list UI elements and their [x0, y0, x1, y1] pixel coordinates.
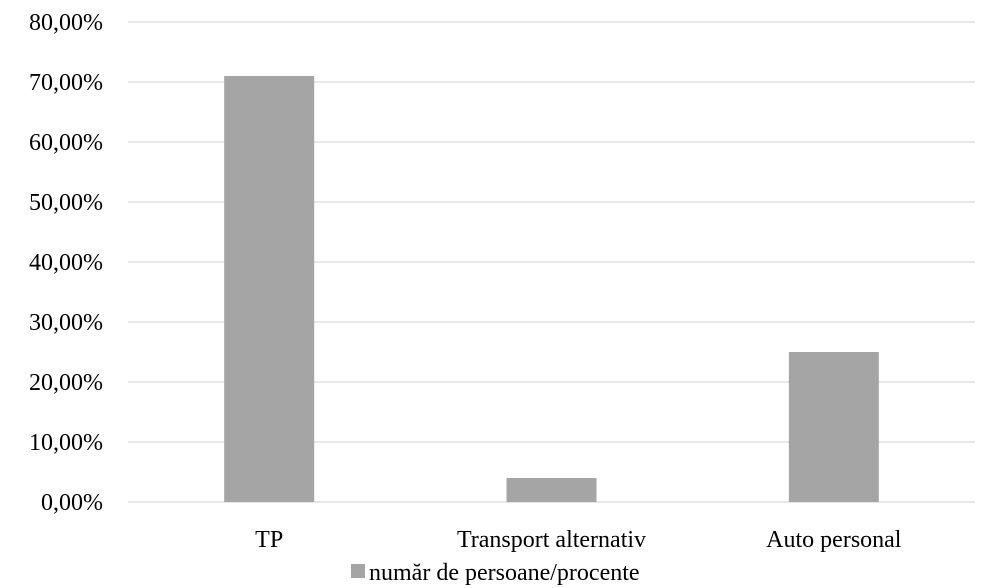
legend-swatch: [351, 564, 365, 578]
y-tick-label: 50,00%: [29, 190, 103, 216]
y-tick-label: 0,00%: [41, 490, 103, 516]
bar-transport-alternativ: [506, 478, 597, 502]
x-category-label: Auto personal: [766, 527, 902, 553]
y-tick-label: 10,00%: [29, 430, 103, 456]
bar-tp: [224, 76, 315, 502]
y-axis-tick-labels: 0,00% 10,00% 20,00% 30,00% 40,00% 50,00% 60,00…: [29, 10, 103, 516]
y-tick-label: 70,00%: [29, 70, 103, 96]
bars: [224, 76, 879, 502]
y-tick-label: 40,00%: [29, 250, 103, 276]
y-tick-label: 80,00%: [29, 10, 103, 36]
x-axis-category-labels: TP Transport alternativ Auto personal: [255, 527, 902, 553]
legend-label: număr de persoane/procente: [369, 560, 640, 586]
y-tick-label: 20,00%: [29, 370, 103, 396]
x-category-label: Transport alternativ: [457, 527, 646, 553]
y-tick-label: 60,00%: [29, 130, 103, 156]
bar-auto-personal: [788, 352, 879, 502]
legend: număr de persoane/procente: [351, 560, 640, 586]
x-category-label: TP: [255, 527, 283, 553]
y-tick-label: 30,00%: [29, 310, 103, 336]
